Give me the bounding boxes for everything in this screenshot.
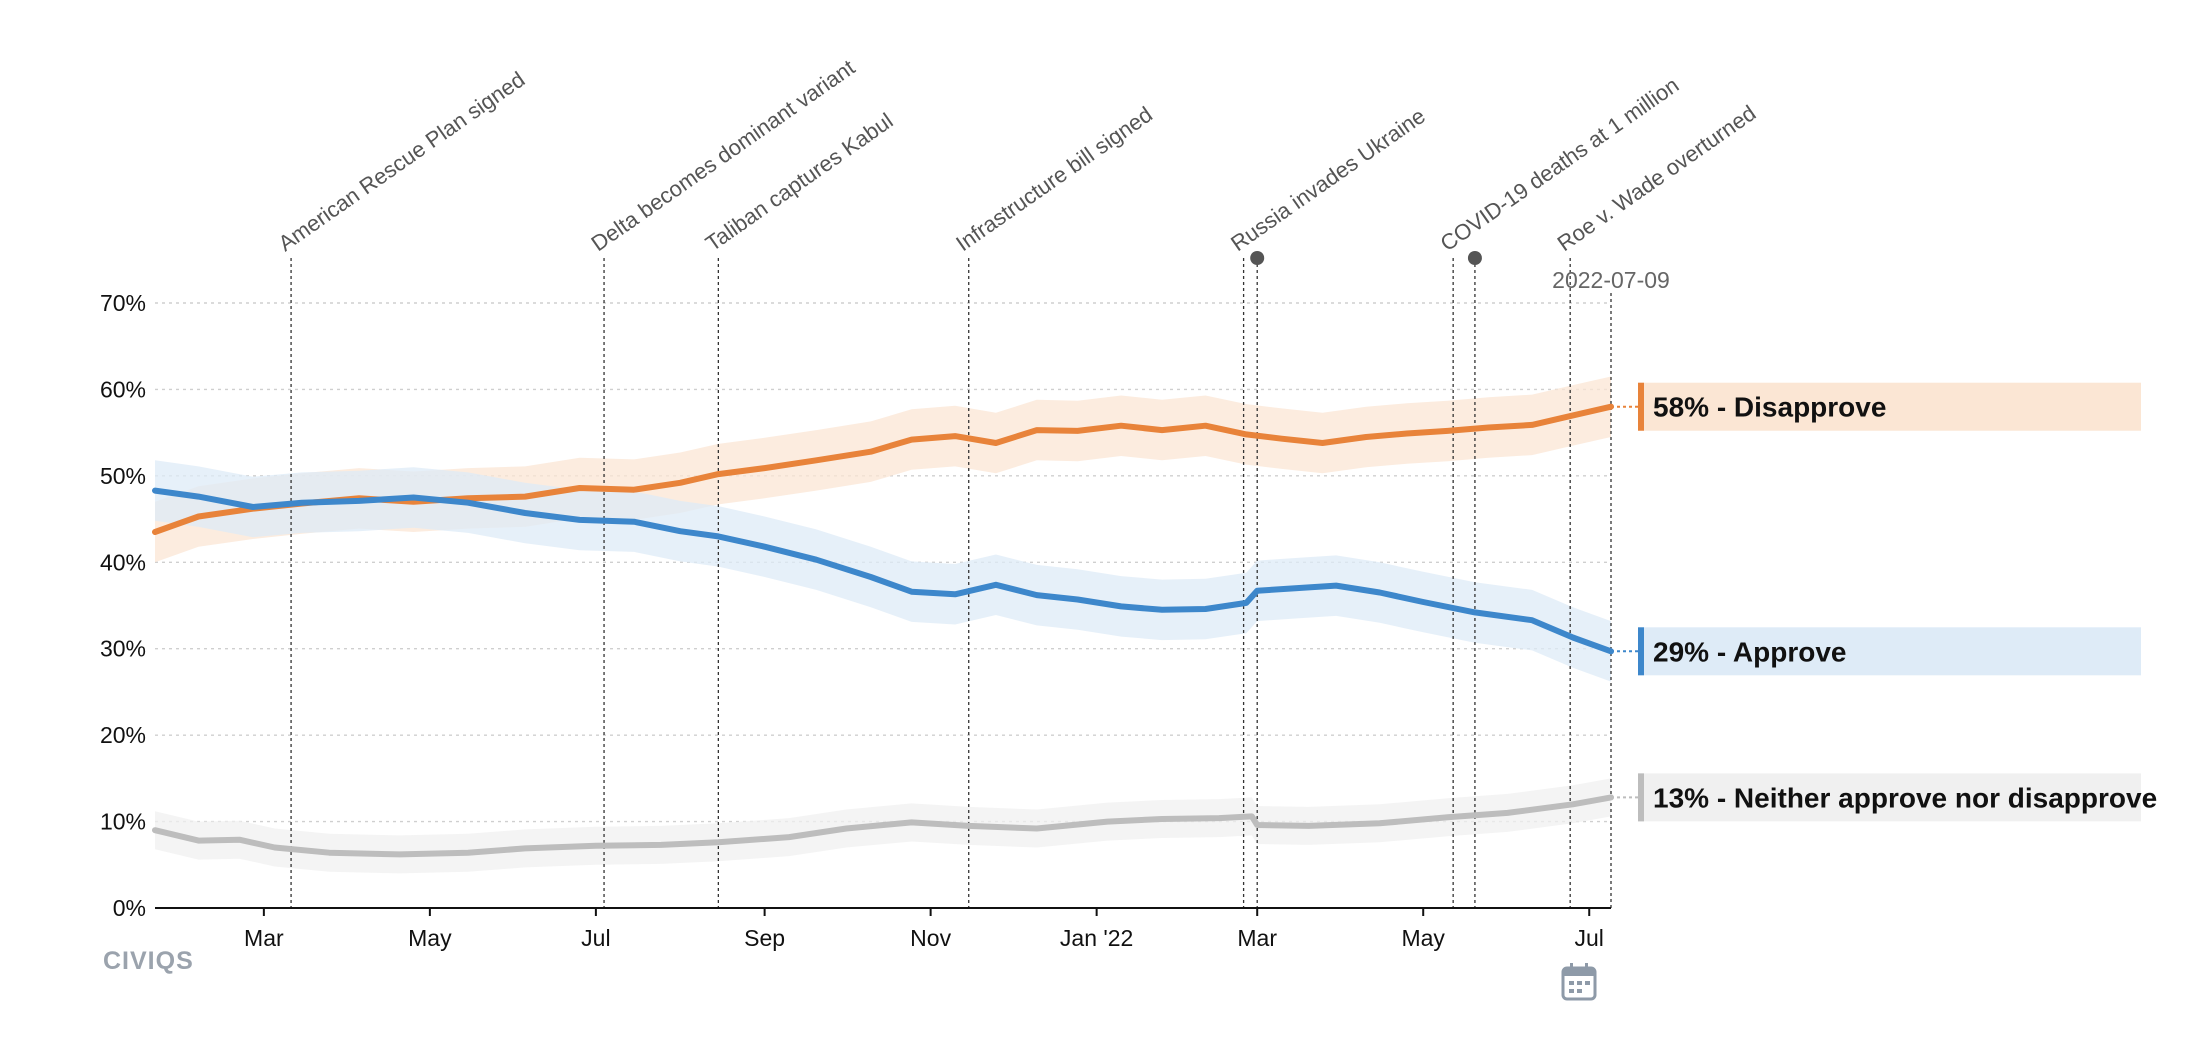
event-label: Russia invades Ukraine [1226,103,1430,256]
event-label: COVID-19 deaths at 1 million [1436,72,1684,256]
series-lines [152,403,1614,858]
series-line [152,794,1614,858]
confidence-band [155,460,1611,682]
x-tick-label: Nov [910,925,951,951]
y-tick-label: 30% [100,636,146,662]
y-tick-label: 60% [100,376,146,402]
event-label: Taliban captures Kabul [701,108,898,256]
legend-box [1638,627,2141,676]
legend-label: 13% - Neither approve nor disapprove [1653,782,2157,813]
y-tick-label: 40% [100,549,146,575]
y-tick-label: 50% [100,463,146,489]
event-label: Infrastructure bill signed [951,102,1157,256]
event-marker-dot[interactable] [1467,251,1482,265]
event-label: Roe v. Wade overturned [1553,100,1761,256]
y-tick-label: 70% [100,290,146,316]
legend-swatch [1638,382,1644,431]
legend-box [1638,382,2141,431]
y-tick-label: 20% [100,722,146,748]
series-line [152,487,1614,655]
x-tick-label: May [1401,925,1445,951]
legend: 58% - Disapprove 29% - Approve 13% - Neith… [1611,382,2157,822]
x-tick-label: Jan '22 [1060,925,1133,951]
axes: 0% 10% 20% 30% 40% 50% 60% 70% Mar May Jul Sep Nov Ja… [100,290,1611,951]
civiqs-logo: CIVIQS [103,947,194,975]
calendar-icon[interactable] [1561,963,1597,1001]
event-label: American Rescue Plan signed [274,67,530,257]
x-tick-label: May [408,925,452,951]
legend-box [1638,773,2141,822]
x-tick-label: Mar [1237,925,1277,951]
legend-label: 58% - Disapprove [1653,392,1886,423]
x-tick-label: Jul [1575,925,1604,951]
current-date-label: 2022-07-09 [1552,267,1670,293]
legend-label: 29% - Approve [1653,636,1846,667]
event-marker-dot[interactable] [1250,251,1265,265]
x-tick-label: Sep [744,925,785,951]
confidence-band [155,376,1611,563]
y-tick-label: 10% [100,809,146,835]
y-tick-label: 0% [113,895,146,921]
x-tick-label: Jul [581,925,610,951]
legend-swatch [1638,627,1644,676]
legend-swatch [1638,773,1644,822]
x-tick-label: Mar [244,925,284,951]
